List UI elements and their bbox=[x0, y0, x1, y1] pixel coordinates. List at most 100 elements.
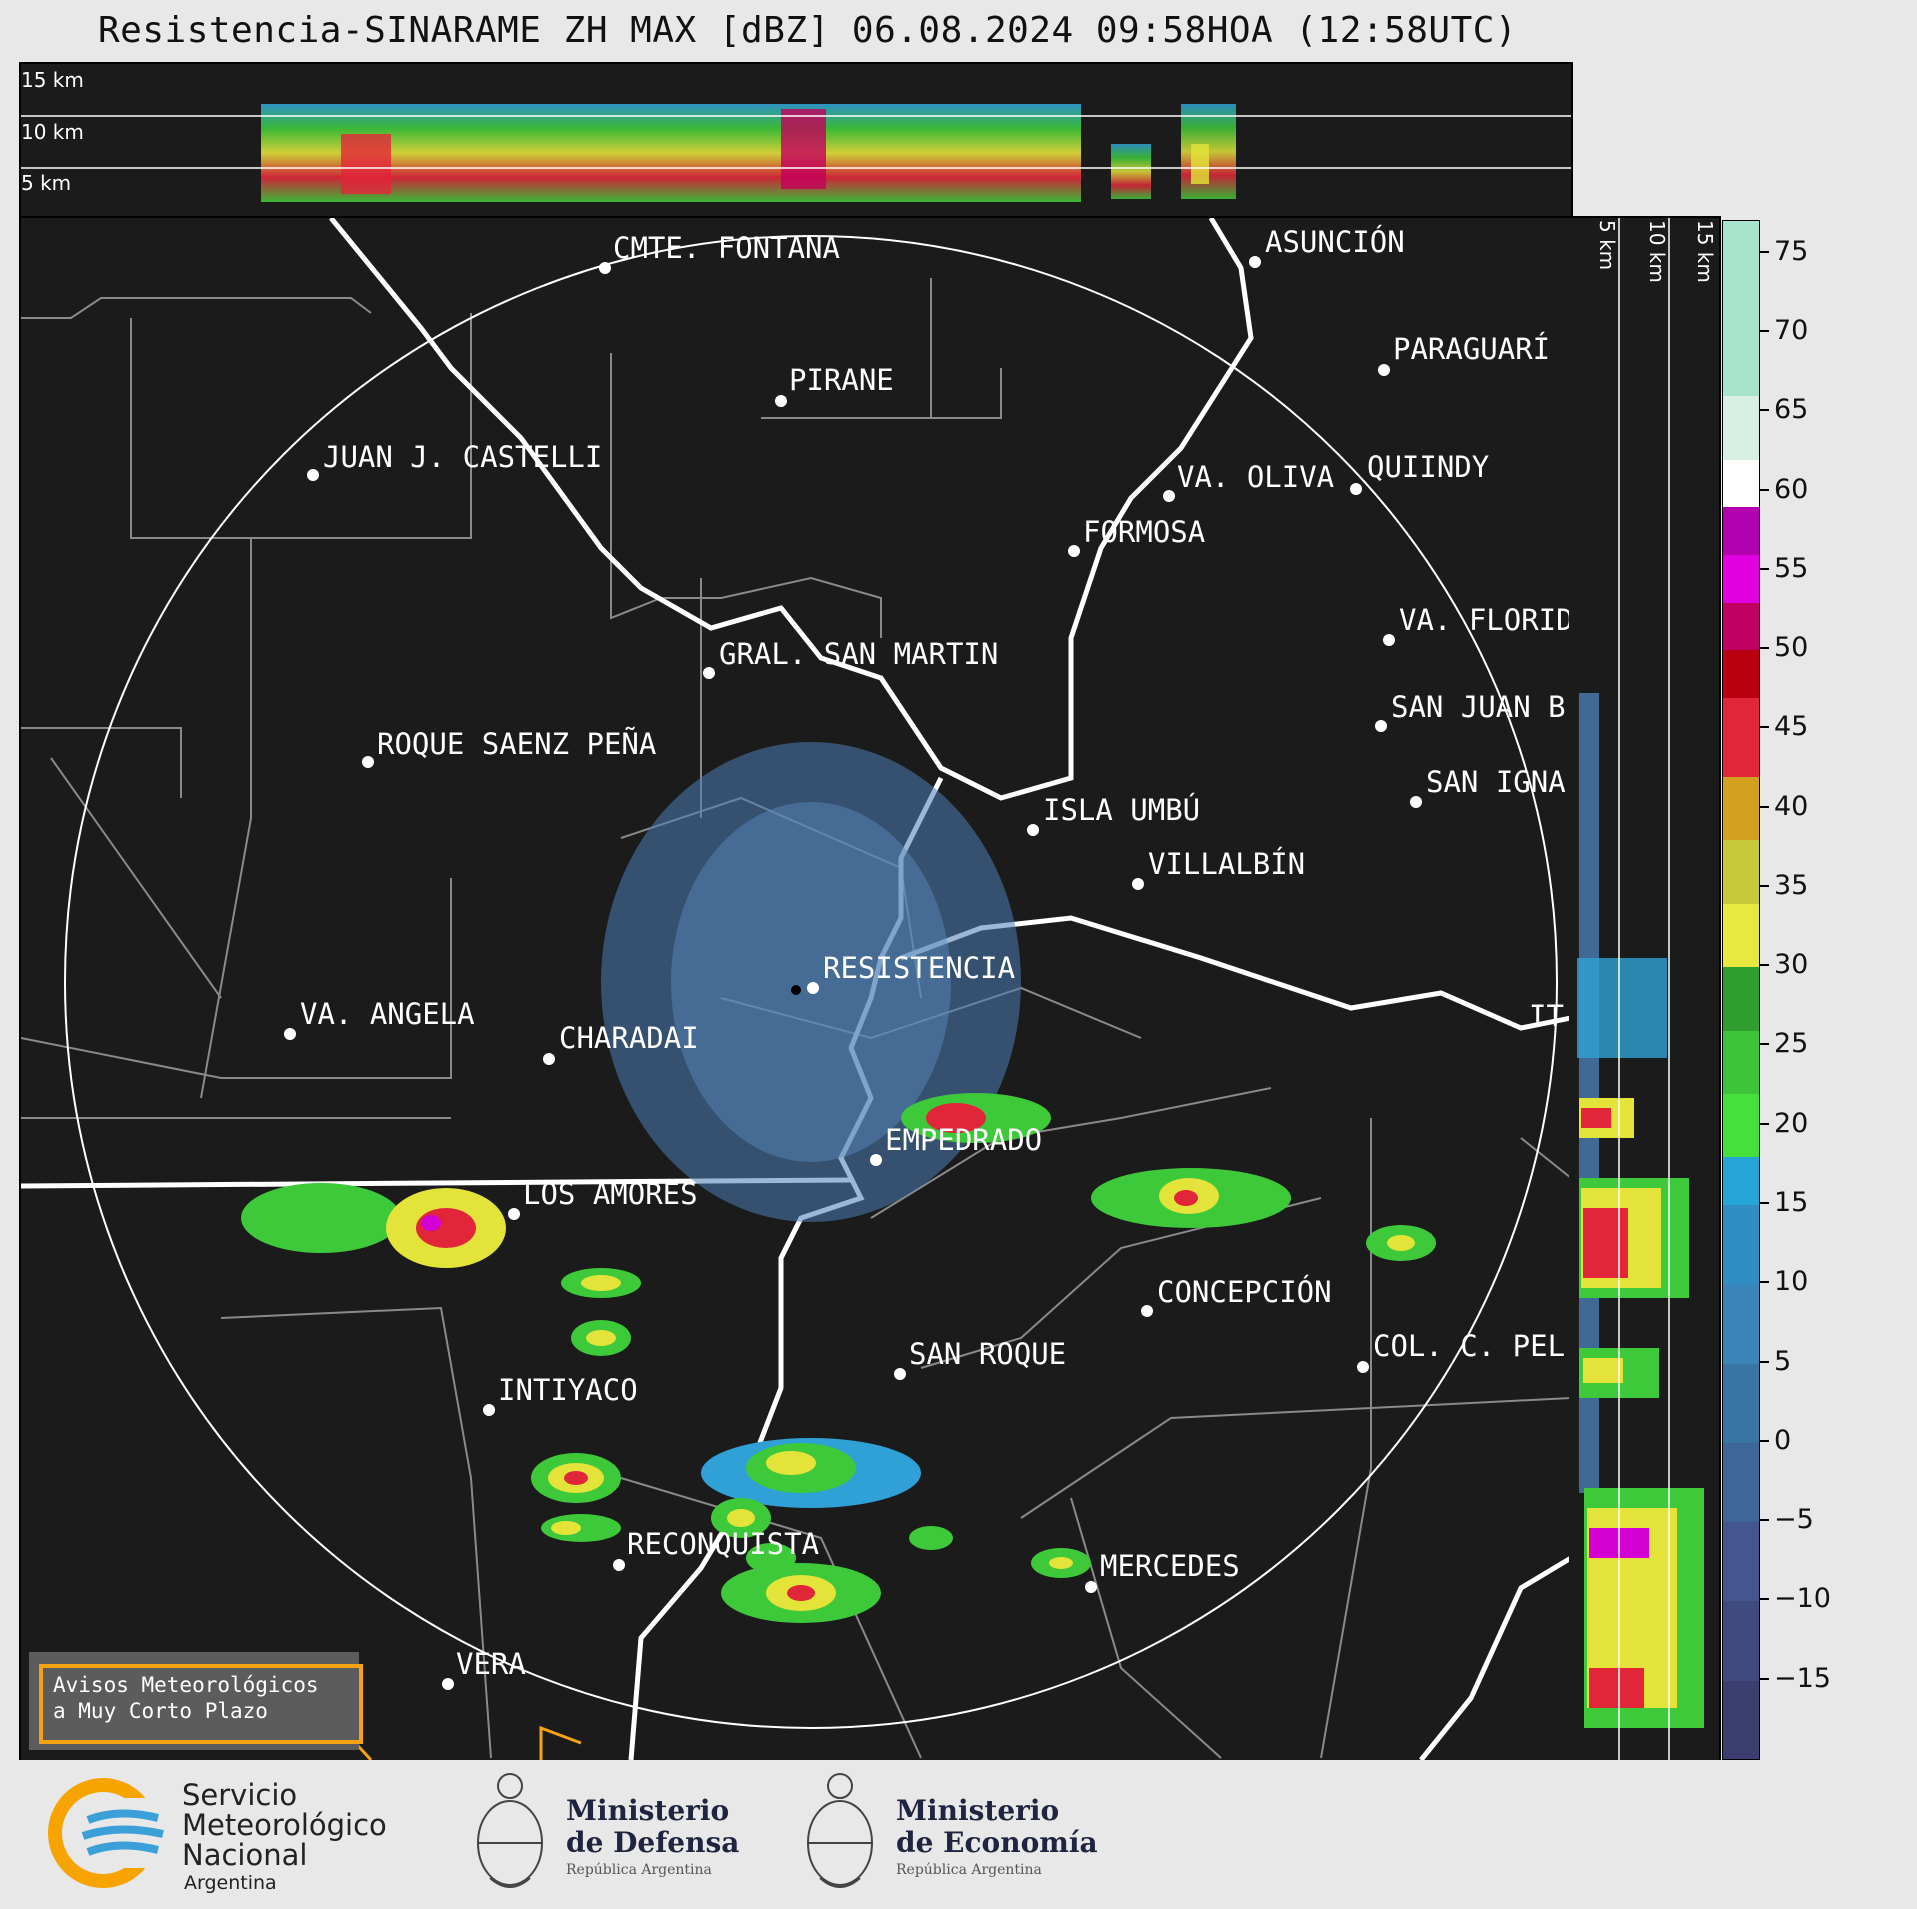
colorbar-segment bbox=[1723, 902, 1759, 968]
warning-box[interactable]: Avisos Meteorológicos a Muy Corto Plazo bbox=[29, 1652, 363, 1750]
side-cross-section-echoes bbox=[1577, 218, 1704, 1760]
colorbar-segment bbox=[1723, 1600, 1759, 1681]
colorbar-tick bbox=[1759, 1122, 1769, 1125]
city-dot bbox=[613, 1559, 625, 1571]
city-dot bbox=[1085, 1581, 1097, 1593]
city-dot bbox=[807, 982, 819, 994]
altitude-label: 15 km bbox=[21, 68, 84, 92]
colorbar-tick-label: 60 bbox=[1774, 473, 1809, 505]
city-dot bbox=[1163, 490, 1175, 502]
colorbar-tick bbox=[1759, 1598, 1769, 1601]
colorbar-tick-label: −5 bbox=[1774, 1504, 1814, 1536]
colorbar-segment bbox=[1723, 775, 1759, 841]
top-cross-section-echoes bbox=[21, 104, 1571, 202]
city-label: CMTE. FONTANA bbox=[613, 231, 840, 265]
city-label: ASUNCIÓN bbox=[1265, 225, 1405, 259]
city-label: COL. C. PEL bbox=[1373, 1329, 1566, 1363]
city-label: CHARADAI bbox=[559, 1021, 699, 1055]
city-label: RESISTENCIA bbox=[823, 951, 1016, 985]
city-label: VA. OLIVA bbox=[1177, 460, 1335, 494]
colorbar-segment bbox=[1723, 506, 1759, 555]
smn-line3: Nacional bbox=[182, 1838, 308, 1872]
colorbar-segment bbox=[1723, 553, 1759, 603]
altitude-label: 10 km bbox=[21, 120, 84, 144]
colorbar-segment bbox=[1723, 649, 1759, 698]
colorbar-tick-label: 20 bbox=[1774, 1107, 1809, 1139]
colorbar-tick-label: 0 bbox=[1774, 1424, 1792, 1456]
city-label: FORMOSA bbox=[1083, 515, 1206, 549]
defensa-line1: Ministerio bbox=[566, 1794, 730, 1827]
altitude-label: 10 km bbox=[1645, 220, 1669, 283]
city-dot bbox=[870, 1154, 882, 1166]
city-dot bbox=[1350, 483, 1362, 495]
city-label: CONCEPCIÓN bbox=[1157, 1275, 1332, 1309]
coat-of-arms-icon bbox=[477, 1773, 543, 1888]
city-label: PIRANE bbox=[789, 363, 894, 397]
colorbar-segment bbox=[1723, 1441, 1759, 1523]
colorbar-tick-label: 50 bbox=[1774, 632, 1809, 664]
altitude-label: 5 km bbox=[21, 171, 72, 195]
colorbar-segment bbox=[1723, 1521, 1759, 1602]
colorbar-segment bbox=[1723, 458, 1759, 508]
colorbar-tick bbox=[1759, 884, 1769, 887]
colorbar-segment bbox=[1723, 1204, 1759, 1285]
city-dot bbox=[543, 1053, 555, 1065]
colorbar-tick bbox=[1759, 1439, 1769, 1442]
colorbar-tick-label: 45 bbox=[1774, 711, 1809, 743]
colorbar-tick bbox=[1759, 1519, 1769, 1522]
city-dot bbox=[483, 1404, 495, 1416]
colorbar-tick bbox=[1759, 250, 1769, 253]
colorbar-tick bbox=[1759, 805, 1769, 808]
colorbar-tick bbox=[1759, 1202, 1769, 1205]
colorbar-tick-label: 65 bbox=[1774, 394, 1809, 426]
city-label: INTIYACO bbox=[498, 1373, 638, 1407]
city-dot bbox=[307, 469, 319, 481]
warning-line2: a Muy Corto Plazo bbox=[53, 1699, 268, 1723]
colorbar-tick-label: 10 bbox=[1774, 1266, 1809, 1298]
city-label: SAN ROQUE bbox=[909, 1337, 1067, 1371]
colorbar-tick-label: 70 bbox=[1774, 314, 1809, 346]
city-label: IT bbox=[1529, 999, 1564, 1033]
city-dot bbox=[284, 1028, 296, 1040]
city-label: VILLALBÍN bbox=[1148, 847, 1306, 881]
radar-map: CMTE. FONTANA PIRANE JUAN J. CASTELLI AS… bbox=[19, 216, 1573, 1762]
altitude-label: 5 km bbox=[1595, 220, 1619, 271]
map-title: Resistencia-SINARAME ZH MAX [dBZ] 06.08.… bbox=[98, 10, 1518, 51]
city-dot bbox=[599, 262, 611, 274]
city-dot bbox=[1383, 634, 1395, 646]
economia-line1: Ministerio bbox=[896, 1794, 1060, 1827]
top-cross-section: 15 km 10 km 5 km bbox=[19, 62, 1573, 220]
smn-line4: Argentina bbox=[184, 1872, 277, 1894]
city-label: LOS AMORES bbox=[523, 1177, 698, 1211]
city-label: JUAN J. CASTELLI bbox=[323, 440, 603, 474]
colorbar-tick-label: 30 bbox=[1774, 949, 1809, 981]
precip-cells bbox=[241, 1093, 1436, 1623]
colorbar-segment bbox=[1723, 1093, 1759, 1158]
city-label: PARAGUARÍ bbox=[1393, 332, 1551, 366]
colorbar-tick-label: 75 bbox=[1774, 235, 1809, 267]
city-dot bbox=[775, 395, 787, 407]
warning-line1: Avisos Meteorológicos bbox=[53, 1673, 319, 1697]
smn-line1: Servicio bbox=[182, 1778, 298, 1812]
city-dot bbox=[703, 667, 715, 679]
radar-site-marker bbox=[791, 985, 801, 995]
economia-sub: República Argentina bbox=[896, 1862, 1042, 1878]
range-ring bbox=[64, 235, 1558, 1729]
economia-line2: de Economía bbox=[896, 1826, 1098, 1859]
defensa-sub: República Argentina bbox=[566, 1862, 712, 1878]
warning-link[interactable]: Avisos Meteorológicos a Muy Corto Plazo bbox=[39, 1664, 363, 1744]
colorbar-tick bbox=[1759, 726, 1769, 729]
colorbar-tick bbox=[1759, 329, 1769, 332]
city-dot bbox=[1375, 720, 1387, 732]
colorbar bbox=[1722, 220, 1760, 1760]
colorbar-segment bbox=[1723, 1362, 1759, 1443]
city-dot bbox=[1378, 364, 1390, 376]
city-dot bbox=[442, 1678, 454, 1690]
defensa-line2: de Defensa bbox=[566, 1826, 740, 1859]
smn-logo-icon bbox=[48, 1778, 173, 1888]
colorbar-segment bbox=[1723, 601, 1759, 651]
city-dot bbox=[1132, 878, 1144, 890]
colorbar-tick bbox=[1759, 1360, 1769, 1363]
colorbar-tick bbox=[1759, 488, 1769, 491]
city-dot bbox=[1141, 1305, 1153, 1317]
